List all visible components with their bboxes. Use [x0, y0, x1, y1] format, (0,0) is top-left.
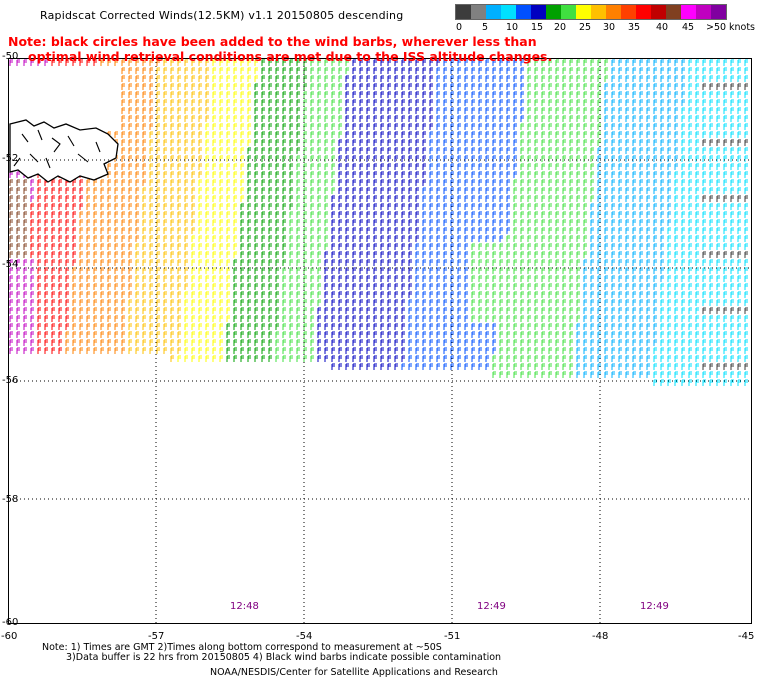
scale-label: 35: [628, 22, 641, 33]
footer-credit: NOAA/NESDIS/Center for Satellite Applica…: [210, 667, 498, 678]
lat-label: -58: [2, 494, 19, 505]
footer-note-1: Note: 1) Times are GMT 2)Times along bot…: [42, 642, 442, 653]
time-label: 12:49: [477, 601, 506, 612]
color-scale-labels: 0 5 10 15 20 25 30 35 40 45 >50 knots: [455, 20, 755, 33]
lat-label: -54: [2, 259, 19, 270]
lon-label: -51: [444, 631, 461, 642]
scale-label: 25: [579, 22, 592, 33]
map-frame: [8, 58, 752, 624]
scale-swatch: [486, 5, 501, 19]
time-label: 12:49: [640, 601, 669, 612]
scale-swatch: [531, 5, 546, 19]
scale-label: >50: [706, 22, 727, 33]
color-scale-bar: [455, 4, 727, 20]
scale-swatch: [471, 5, 486, 19]
scale-label: 40: [656, 22, 669, 33]
scale-label: 15: [531, 22, 544, 33]
scale-swatch: [711, 5, 726, 19]
coastline-path: [9, 119, 119, 183]
scale-label: 20: [554, 22, 567, 33]
lon-label: -48: [592, 631, 609, 642]
falkland-islands-coastline: [9, 119, 119, 183]
lon-label: -60: [1, 631, 18, 642]
lat-label: -50: [2, 51, 19, 62]
scale-swatch: [516, 5, 531, 19]
wind-barbs-layer: [9, 59, 748, 386]
scale-swatch: [591, 5, 606, 19]
scale-swatch: [456, 5, 471, 19]
lat-label: -56: [2, 375, 19, 386]
scale-swatch: [681, 5, 696, 19]
scale-swatch: [576, 5, 591, 19]
red-note-line-1: Note: black circles have been added to t…: [8, 34, 537, 49]
scale-swatch: [636, 5, 651, 19]
lat-lon-grid: [8, 58, 752, 624]
scale-label: 5: [482, 22, 489, 33]
page-title: Rapidscat Corrected Winds(12.5KM) v1.1 2…: [40, 9, 404, 22]
scale-swatch: [651, 5, 666, 19]
wind-speed-color-scale: 0 5 10 15 20 25 30 35 40 45 >50 knots: [455, 4, 755, 33]
scale-swatch: [621, 5, 636, 19]
scale-swatch: [696, 5, 711, 19]
red-note-line-2: optimal wind retrieval conditions are me…: [28, 49, 553, 64]
lon-label: -54: [296, 631, 313, 642]
lon-label: -45: [738, 631, 755, 642]
scale-swatch: [606, 5, 621, 19]
lat-label: -60: [2, 617, 19, 628]
scale-label: 45: [682, 22, 695, 33]
lat-label: -52: [2, 153, 19, 164]
scale-label: 0: [456, 22, 463, 33]
scale-swatch: [546, 5, 561, 19]
scale-label: 30: [603, 22, 616, 33]
scale-swatch: [666, 5, 681, 19]
scale-label: knots: [729, 22, 756, 33]
wind-barb-map: [8, 58, 752, 624]
scale-label: 10: [506, 22, 519, 33]
time-label: 12:48: [230, 601, 259, 612]
scale-swatch: [561, 5, 576, 19]
footer-note-2: 3)Data buffer is 22 hrs from 20150805 4)…: [66, 652, 502, 663]
lon-label: -57: [148, 631, 165, 642]
scale-swatch: [501, 5, 516, 19]
